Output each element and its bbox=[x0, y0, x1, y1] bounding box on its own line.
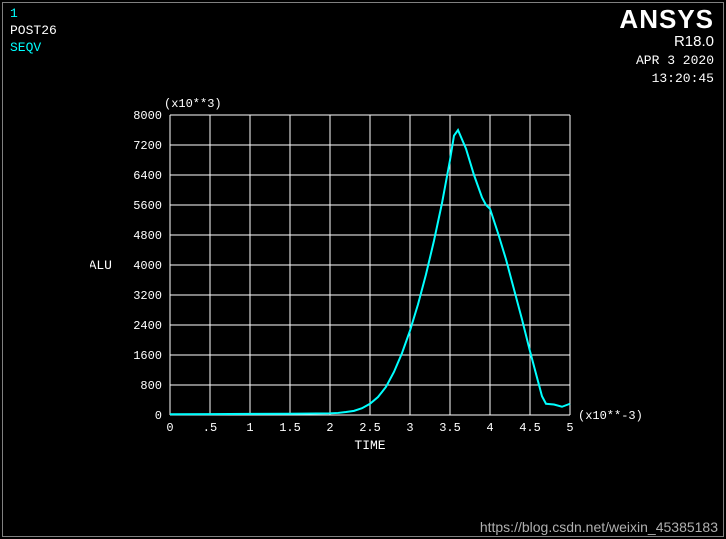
x-tick-label: 0 bbox=[166, 421, 173, 435]
x-axis-label: TIME bbox=[354, 438, 385, 453]
x-tick-label: 4 bbox=[486, 421, 493, 435]
y-tick-label: 800 bbox=[140, 379, 162, 393]
x-tick-label: 1 bbox=[246, 421, 253, 435]
y-tick-label: 0 bbox=[155, 409, 162, 423]
x-tick-label: 2.5 bbox=[359, 421, 381, 435]
x-tick-label: 1.5 bbox=[279, 421, 301, 435]
chart-area: 0 .5 1 1.5 2 2.5 3 3.5 4 4.5 5 0 800 1600 2400 3200 4000… bbox=[90, 95, 650, 480]
header-right: ANSYS R18.0 APR 3 2020 13:20:45 bbox=[619, 6, 714, 88]
x-scale-label: (x10**-3) bbox=[578, 409, 643, 423]
y-scale-label: (x10**3) bbox=[164, 97, 222, 111]
chart-svg: 0 .5 1 1.5 2 2.5 3 3.5 4 4.5 5 0 800 1600 2400 3200 4000… bbox=[90, 95, 650, 475]
y-tick-label: 5600 bbox=[133, 199, 162, 213]
y-tick-label: 4000 bbox=[133, 259, 162, 273]
x-tick-label: 2 bbox=[326, 421, 333, 435]
frame-index: 1 bbox=[10, 6, 57, 21]
y-tick-label: 2400 bbox=[133, 319, 162, 333]
x-tick-label: 5 bbox=[566, 421, 573, 435]
x-tick-label: .5 bbox=[203, 421, 217, 435]
watermark: https://blog.csdn.net/weixin_45385183 bbox=[480, 519, 718, 535]
brand-label: ANSYS bbox=[619, 6, 714, 32]
x-tick-label: 3.5 bbox=[439, 421, 461, 435]
y-tick-label: 1600 bbox=[133, 349, 162, 363]
variable-name: SEQV bbox=[10, 40, 57, 55]
date-label: APR 3 2020 bbox=[619, 52, 714, 70]
version-label: R18.0 bbox=[619, 32, 714, 52]
y-tick-label: 4800 bbox=[133, 229, 162, 243]
y-tick-label: 8000 bbox=[133, 109, 162, 123]
module-name: POST26 bbox=[10, 23, 57, 38]
y-axis-label: VALU bbox=[90, 258, 112, 273]
y-tick-label: 3200 bbox=[133, 289, 162, 303]
y-tick-label: 7200 bbox=[133, 139, 162, 153]
header-left: 1 POST26 SEQV bbox=[10, 6, 57, 55]
y-tick-label: 6400 bbox=[133, 169, 162, 183]
time-label: 13:20:45 bbox=[619, 70, 714, 88]
x-tick-label: 4.5 bbox=[519, 421, 541, 435]
x-tick-label: 3 bbox=[406, 421, 413, 435]
